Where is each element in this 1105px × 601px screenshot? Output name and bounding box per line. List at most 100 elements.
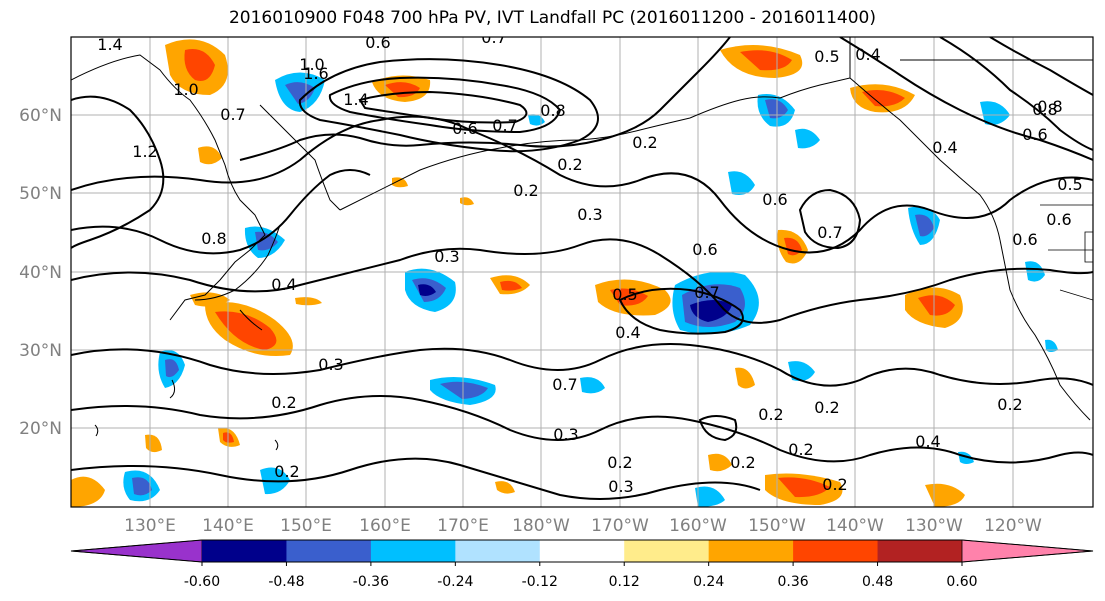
contour-label: 0.2 (788, 440, 813, 459)
contour-label: 0.4 (615, 323, 640, 342)
contour-line (618, 287, 744, 335)
contour-label: 0.2 (814, 398, 839, 417)
shade-negative (440, 381, 488, 399)
shade-negative (285, 82, 315, 104)
map-title: 2016010900 F048 700 hPa PV, IVT Landfall… (228, 8, 876, 28)
shade-positive (862, 90, 905, 107)
colorbar (70, 539, 1094, 563)
lon-label: 160°W (669, 516, 727, 536)
contour-label: 0.2 (997, 395, 1022, 414)
contour-label: 0.8 (1037, 97, 1062, 116)
colorbar-tick-label: -0.48 (268, 574, 304, 590)
shade-positive (215, 311, 277, 350)
contour-label: 0.6 (1022, 125, 1047, 144)
shade-negative (1045, 339, 1058, 352)
contour-label: 0.3 (577, 205, 602, 224)
colorbar-tick-labels: -0.60 -0.48 -0.36 -0.24 -0.12 0.12 0.24 0.36 0.4… (184, 562, 978, 590)
colorbar-tick-label: -0.36 (353, 574, 389, 590)
contour-line (71, 169, 371, 255)
colorbar-extend-high (961, 539, 1094, 563)
contour-label: 1.4 (97, 35, 122, 54)
colorbar-segment (202, 540, 287, 562)
contour-label: 0.2 (274, 462, 299, 481)
shade-positive (708, 453, 732, 472)
shade-positive (392, 177, 408, 188)
lon-label: 140°E (202, 516, 254, 536)
contour-label: 1.6 (303, 64, 328, 83)
coast-asia (71, 54, 266, 321)
contour-line (239, 37, 731, 161)
colorbar-segment (877, 540, 963, 562)
colorbar-tick-label: 0.60 (946, 574, 977, 590)
shade-positive (495, 481, 515, 494)
contour-label: 1.0 (299, 55, 324, 74)
contour-label: 0.4 (271, 275, 296, 294)
pv-contours (71, 37, 1093, 500)
contour-label: 1.2 (132, 142, 157, 161)
contour-label: 0.4 (855, 45, 880, 64)
contour-label: 0.7 (220, 105, 245, 124)
lon-label: 150°E (280, 516, 332, 536)
shade-negative (728, 171, 755, 195)
shade-negative (165, 359, 179, 378)
contour-label: 0.3 (318, 355, 343, 374)
contour-label: 0.3 (608, 477, 633, 496)
shade-positive (295, 297, 322, 306)
shade-negative (695, 486, 725, 507)
contour-line (328, 76, 562, 134)
plot-frame (70, 36, 1094, 508)
shade-positive (918, 295, 955, 316)
latitude-labels: 60°N 50°N 40°N 30°N 20°N (19, 106, 62, 439)
colorbar-segment (624, 540, 710, 562)
contour-line (358, 90, 528, 124)
shade-positive (198, 146, 222, 165)
shade-negative (788, 361, 815, 381)
contour-line (71, 457, 761, 500)
lon-label: 130°E (124, 516, 176, 536)
contour-label: 0.3 (434, 247, 459, 266)
shade-negative (132, 477, 152, 496)
contour-line (71, 395, 1093, 464)
colorbar-segment (793, 540, 879, 562)
shade-negative (795, 128, 820, 149)
lon-label: 180°W (512, 516, 570, 536)
contour-label: 0.2 (758, 405, 783, 424)
contour-label: 0.8 (540, 101, 565, 120)
contour-label: 0.6 (452, 119, 477, 138)
contour-label: 0.2 (557, 155, 582, 174)
lat-label: 40°N (19, 263, 62, 283)
shade-positive (145, 434, 162, 453)
contour-label: 0.6 (762, 190, 787, 209)
lon-label: 140°W (826, 516, 884, 536)
contour-line (989, 37, 1093, 96)
contour-label: 0.6 (692, 240, 717, 259)
colorbar-tick-label: 0.48 (862, 574, 893, 590)
contour-label: 0.5 (612, 285, 637, 304)
graticule (71, 37, 1093, 507)
contour-line (939, 37, 1093, 151)
shade-negative (915, 214, 934, 237)
colorbar-segment (708, 540, 794, 562)
contour-label: 1.0 (173, 80, 198, 99)
contour-label: 0.8 (201, 229, 226, 248)
coast-islands (94, 59, 1093, 451)
coast-nw-america (999, 239, 1091, 421)
contour-label: 0.2 (271, 393, 296, 412)
contour-line (839, 37, 1093, 161)
shade-negative (580, 377, 605, 394)
colorbar-tick-label: 0.24 (693, 574, 724, 590)
colorbar-segment (455, 540, 541, 562)
colorbar-segment (539, 540, 625, 562)
lon-label: 170°W (591, 516, 649, 536)
coast-alaska (689, 37, 1001, 241)
shade-positive (778, 477, 830, 498)
contour-label: 0.5 (1057, 175, 1082, 194)
colorbar-segment (286, 540, 372, 562)
contour-label: 0.7 (552, 375, 577, 394)
coast-aleutians (339, 117, 691, 211)
colorbar-tick-label: 0.36 (778, 574, 809, 590)
contour-line (71, 238, 1093, 324)
state-borders (1040, 204, 1093, 301)
colorbar-extend-low (70, 539, 203, 563)
lon-label: 160°E (359, 516, 411, 536)
